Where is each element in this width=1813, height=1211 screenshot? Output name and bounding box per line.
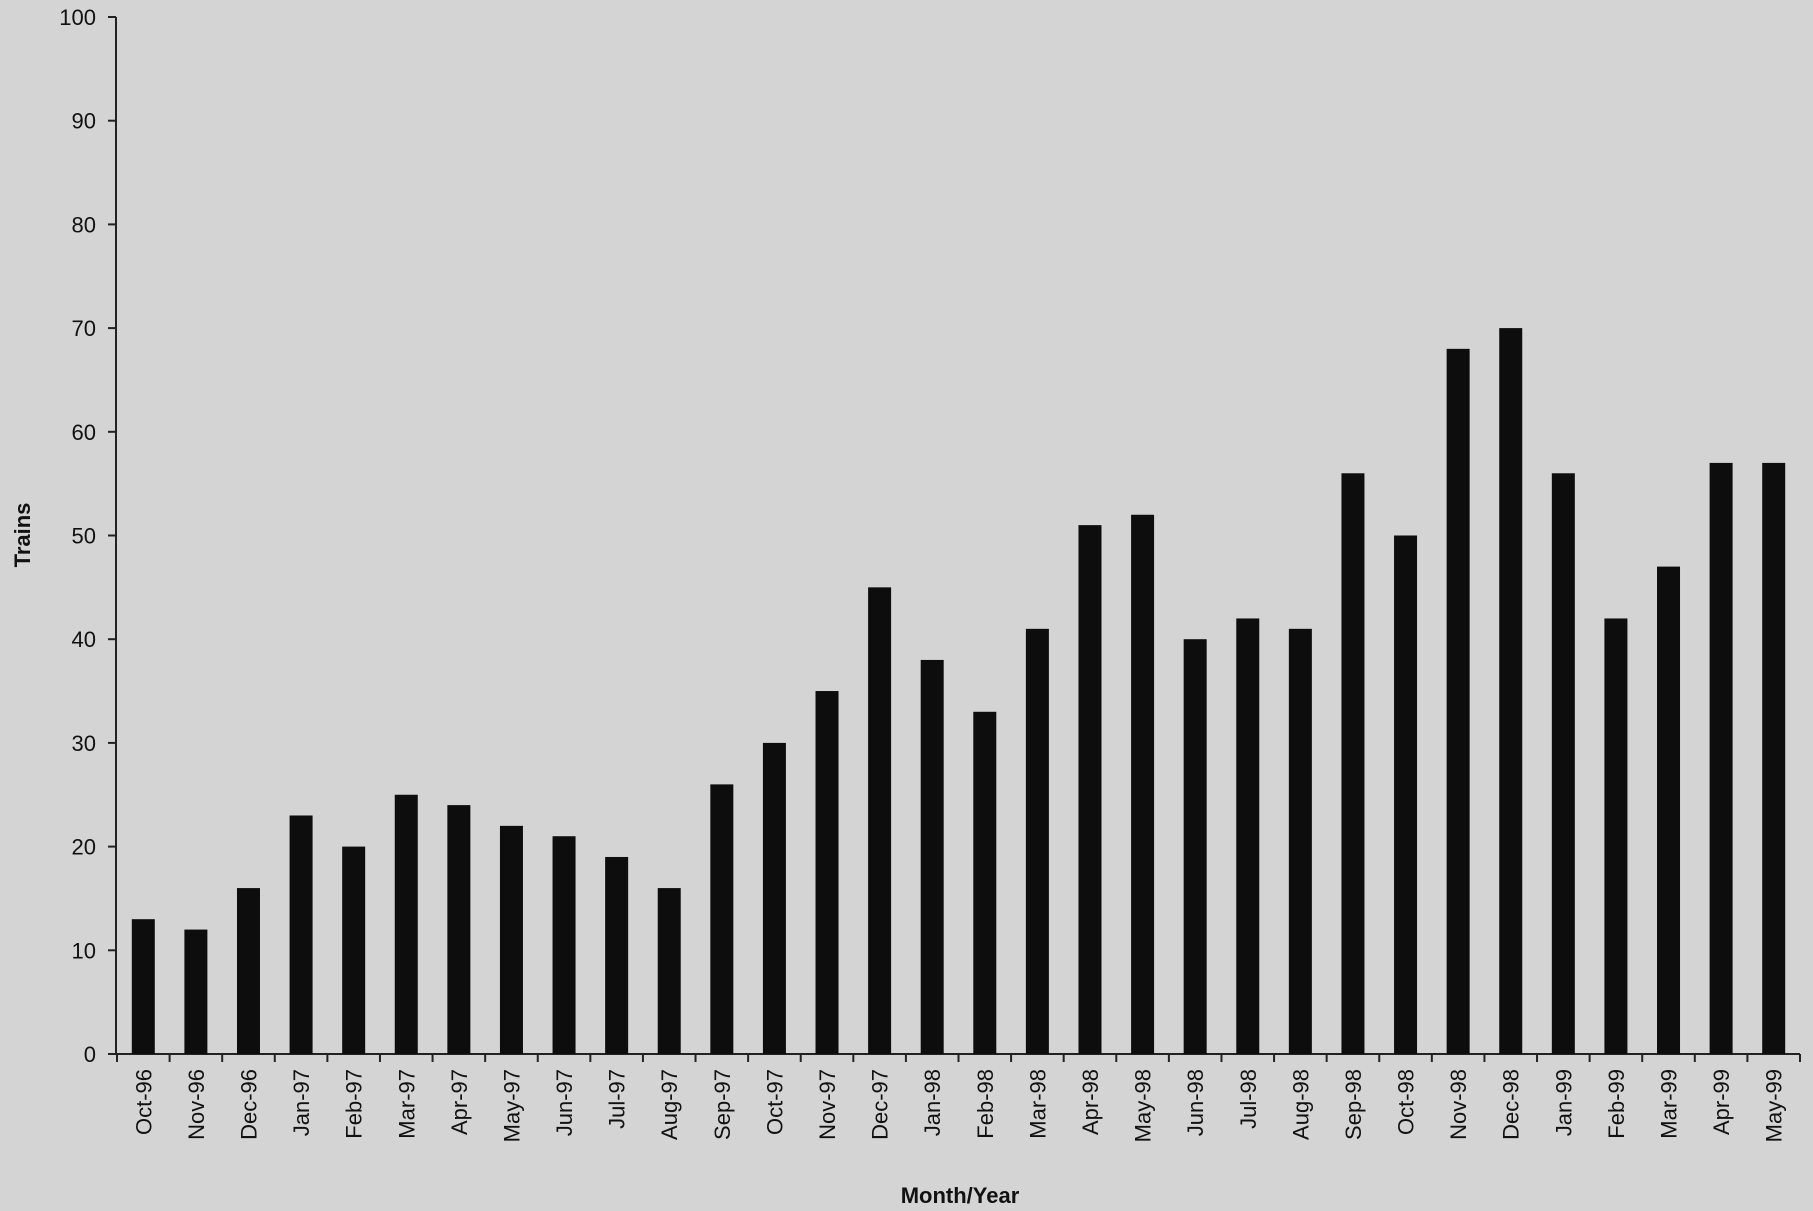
bar	[605, 856, 629, 1054]
x-tick-label: Mar-98	[1025, 1069, 1050, 1139]
x-tick-label: Apr-97	[447, 1069, 472, 1135]
x-tick-label: Apr-99	[1709, 1069, 1734, 1135]
x-tick-label: Dec-98	[1499, 1069, 1524, 1140]
bar	[1236, 618, 1260, 1054]
bar	[289, 815, 313, 1054]
x-tick-label: May-97	[499, 1069, 524, 1142]
bar	[1183, 639, 1207, 1054]
bar	[1131, 514, 1155, 1054]
bar	[184, 929, 208, 1054]
bar	[868, 587, 892, 1054]
y-tick-label: 50	[72, 524, 96, 549]
bar	[1341, 473, 1365, 1054]
y-axis-title: Trains	[10, 503, 35, 568]
x-tick-label: Feb-97	[342, 1069, 367, 1139]
bar	[762, 742, 786, 1054]
x-tick-label: Nov-98	[1446, 1069, 1471, 1140]
x-tick-label: Jul-97	[605, 1069, 630, 1129]
y-tick-label: 70	[72, 316, 96, 341]
x-tick-label: Dec-97	[868, 1069, 893, 1140]
x-axis-title: Month/Year	[901, 1183, 1020, 1208]
y-axis: 0 10 20 30 40 50 60 70 80 90 100	[59, 5, 117, 1067]
x-tick-label: Aug-98	[1288, 1069, 1313, 1140]
bar	[131, 919, 155, 1054]
bars	[131, 328, 1786, 1055]
x-tick-label: Aug-97	[657, 1069, 682, 1140]
y-tick-label: 60	[72, 420, 96, 445]
bar	[1709, 462, 1733, 1054]
y-tick-label: 40	[72, 627, 96, 652]
bar	[1078, 525, 1102, 1054]
x-tick-label: Oct-98	[1394, 1069, 1419, 1135]
y-tick-label: 20	[72, 835, 96, 860]
x-tick-label: Nov-97	[815, 1069, 840, 1140]
bar	[1604, 618, 1628, 1054]
x-tick-label: Sep-97	[710, 1069, 735, 1140]
x-tick-label: Jan-98	[920, 1069, 945, 1136]
bar	[1657, 566, 1681, 1054]
bar	[1499, 328, 1523, 1055]
x-tick-label: Sep-98	[1341, 1069, 1366, 1140]
x-tick-label: Mar-97	[394, 1069, 419, 1139]
x-tick-label: Jul-98	[1236, 1069, 1261, 1129]
x-tick-label: May-98	[1131, 1069, 1156, 1142]
bar	[499, 825, 523, 1054]
x-tick-label: Dec-96	[236, 1069, 261, 1140]
x-tick-label: Nov-96	[184, 1069, 209, 1140]
bar	[1025, 628, 1049, 1054]
bar	[920, 659, 944, 1054]
bar	[394, 794, 418, 1054]
x-tick-label: Oct-97	[762, 1069, 787, 1135]
bar	[657, 888, 681, 1054]
x-tick-label: Jan-97	[289, 1069, 314, 1136]
x-tick-label: Apr-98	[1078, 1069, 1103, 1135]
x-tick-label: May-99	[1762, 1069, 1787, 1142]
x-axis: Oct-96 Nov-96 Dec-96 Jan-97 Feb-97 Mar-97 Apr-…	[116, 1053, 1801, 1142]
y-tick-label: 100	[59, 5, 96, 30]
y-tick-label: 30	[72, 731, 96, 756]
bar	[447, 805, 471, 1054]
bar	[710, 784, 734, 1054]
bar	[236, 888, 260, 1054]
bar	[1446, 348, 1470, 1055]
bar	[342, 846, 366, 1054]
bar	[1288, 628, 1312, 1054]
x-tick-label: Feb-99	[1604, 1069, 1629, 1139]
bar	[1551, 473, 1575, 1054]
x-tick-label: Oct-96	[131, 1069, 156, 1135]
y-tick-label: 0	[84, 1042, 96, 1067]
x-tick-label: Mar-99	[1657, 1069, 1682, 1139]
y-tick-label: 10	[72, 938, 96, 963]
x-tick-label: Jan-99	[1551, 1069, 1576, 1136]
x-tick-label: Jun-97	[552, 1069, 577, 1136]
bar	[1762, 462, 1786, 1054]
bar	[973, 711, 997, 1054]
bar	[552, 836, 576, 1054]
bar	[1394, 535, 1418, 1054]
y-tick-label: 90	[72, 109, 96, 134]
bar	[815, 691, 839, 1054]
x-tick-label: Jun-98	[1183, 1069, 1208, 1136]
x-tick-label: Feb-98	[973, 1069, 998, 1139]
y-tick-label: 80	[72, 212, 96, 237]
